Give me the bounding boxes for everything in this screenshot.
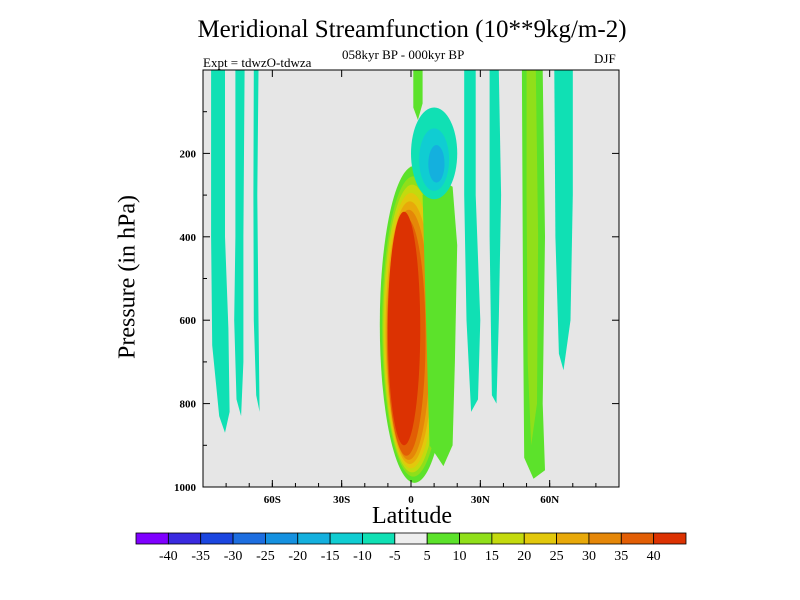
colorbar-swatch: [556, 532, 590, 545]
y-tick-label: 200: [180, 148, 197, 160]
colorbar-label: 40: [647, 549, 661, 564]
colorbar-swatch: [265, 532, 299, 545]
colorbar-swatch: [523, 532, 557, 545]
contour-nh-band-1: [464, 70, 481, 412]
colorbar-label: 15: [485, 549, 499, 564]
x-tick-label: 60N: [540, 494, 559, 506]
contour-fills: [211, 70, 573, 483]
contour-positive-tongue: [422, 178, 458, 467]
y-tick-label: 800: [180, 399, 197, 411]
contour-sh-band-1: [211, 70, 230, 433]
colorbar-swatch: [297, 532, 331, 545]
colorbar-label: -25: [256, 549, 275, 564]
colorbar-swatch: [491, 532, 525, 545]
contour-sh-band-2: [234, 70, 245, 417]
colorbar-swatch: [167, 532, 202, 545]
colorbar-swatch: [362, 532, 396, 545]
colorbar-label: -10: [353, 549, 372, 564]
season-label: DJF: [594, 51, 616, 66]
colorbar-label: 10: [453, 549, 467, 564]
colorbar-label: 25: [550, 549, 564, 564]
y-tick-label: 400: [180, 232, 197, 244]
x-tick-label: 30S: [333, 494, 350, 506]
colorbar-label: -5: [389, 549, 401, 564]
colorbar-swatch: [459, 532, 493, 545]
x-tick-label: 60S: [264, 494, 281, 506]
colorbar-swatch: [588, 532, 622, 545]
colorbar-label: 30: [582, 549, 596, 564]
colorbar-swatch: [135, 532, 169, 545]
colorbar-label: -40: [159, 549, 178, 564]
colorbar-swatch: [232, 532, 266, 545]
contour-sh-band-3: [253, 70, 260, 412]
contour-negative-cell-3: [428, 145, 445, 183]
x-tick-label: 0: [408, 494, 414, 506]
contour-nh-band-3: [554, 70, 573, 371]
x-axis-label: Latitude: [372, 503, 452, 529]
colorbar-label: -35: [191, 549, 210, 564]
colorbar-label: 35: [614, 549, 628, 564]
contour-nh-positive-core: [526, 70, 539, 446]
x-tick-label: 30N: [471, 494, 490, 506]
contour-nh-band-2: [489, 70, 502, 404]
colorbar-swatch: [329, 532, 363, 545]
contour-nh-green-strip: [413, 70, 423, 120]
chart-subtitle: 058kyr BP - 000kyr BP: [342, 47, 465, 62]
colorbar-swatch: [200, 532, 234, 545]
colorbar-label: -30: [224, 549, 243, 564]
colorbar-label: -20: [288, 549, 307, 564]
colorbar-label: 5: [424, 549, 431, 564]
y-tick-label: 1000: [174, 482, 197, 494]
y-tick-label: 600: [180, 315, 197, 327]
contour-positive-cell-7: [387, 211, 421, 446]
colorbar-label: -15: [321, 549, 340, 564]
colorbar-swatch: [426, 532, 460, 545]
colorbar-swatch: [394, 532, 428, 545]
colorbar-label: 20: [517, 549, 531, 564]
colorbar: -40 -35 -30 -25 -20 -15 -10 -5 5 10 15 20 25 30 35 40: [135, 532, 687, 564]
chart-title: Meridional Streamfunction (10**9kg/m-2): [197, 16, 627, 43]
colorbar-swatch: [620, 532, 655, 545]
experiment-label: Expt = tdwzO-tdwza: [203, 55, 312, 70]
axes: 60S 30S 0 30N 60N 200 400 600 800 1000: [174, 70, 619, 506]
colorbar-swatch: [653, 532, 687, 545]
